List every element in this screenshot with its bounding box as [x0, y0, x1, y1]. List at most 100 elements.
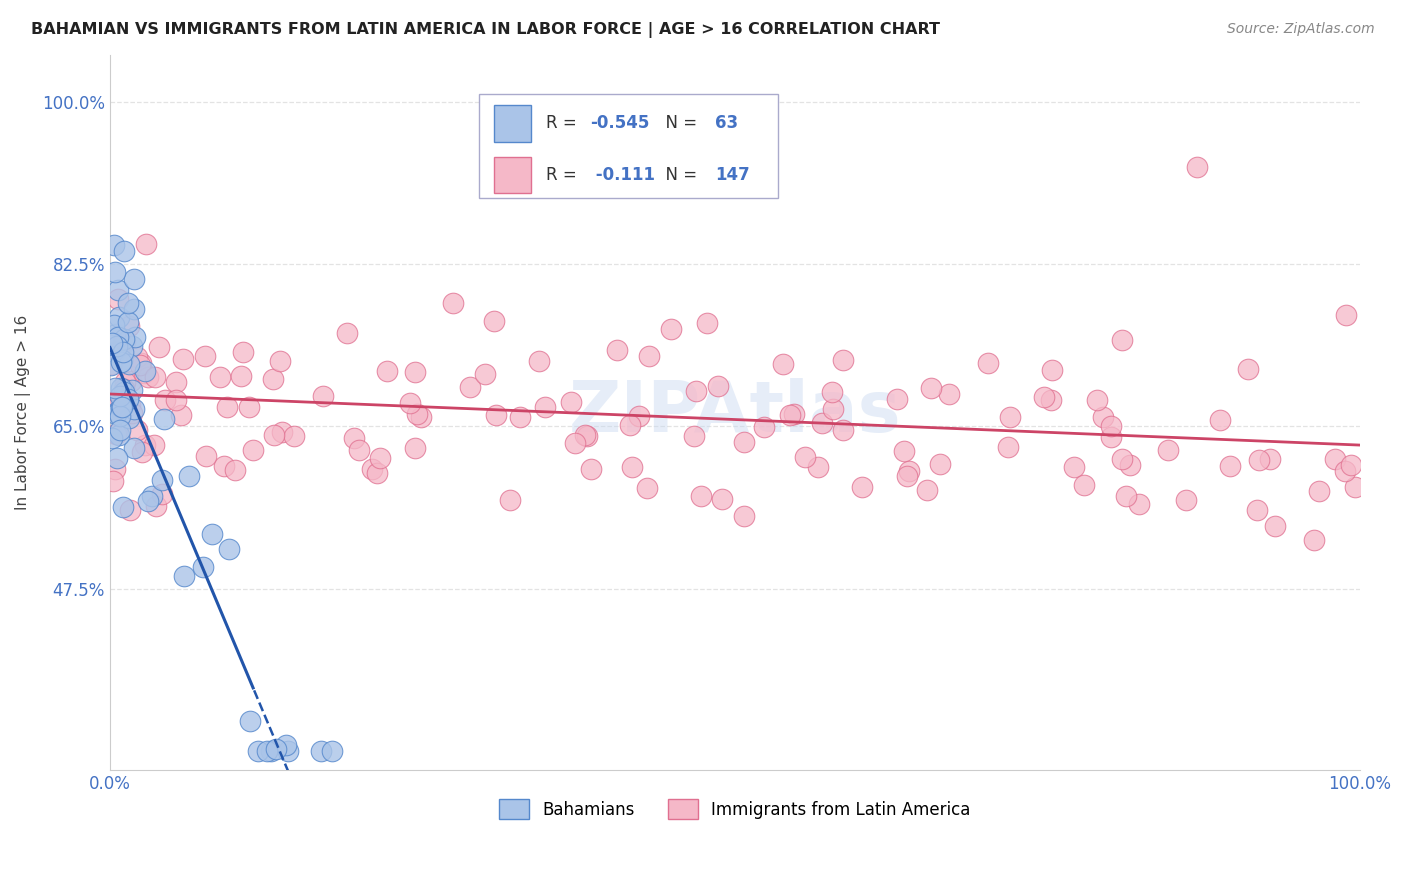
Text: -0.111: -0.111	[589, 166, 655, 185]
Point	[112, 244, 135, 258]
Point	[821, 402, 844, 417]
Point	[1111, 333, 1133, 347]
Point	[575, 429, 598, 443]
Point	[194, 449, 217, 463]
Point	[101, 335, 124, 350]
Point	[564, 436, 586, 450]
Legend: Bahamians, Immigrants from Latin America: Bahamians, Immigrants from Latin America	[492, 792, 977, 826]
Point	[105, 451, 128, 466]
Point	[218, 542, 240, 557]
Point	[696, 316, 718, 330]
Point	[309, 744, 332, 758]
Point	[627, 409, 650, 424]
Point	[1000, 409, 1022, 424]
Point	[148, 340, 170, 354]
Point	[112, 386, 135, 401]
Point	[920, 382, 942, 396]
Point	[406, 407, 429, 421]
Point	[117, 296, 139, 310]
Point	[1099, 418, 1122, 433]
Point	[179, 469, 201, 483]
Point	[929, 457, 952, 471]
Point	[217, 400, 239, 414]
Point	[1099, 429, 1122, 443]
Point	[411, 409, 433, 424]
Point	[172, 351, 194, 366]
Point	[111, 352, 134, 367]
Text: R =: R =	[546, 166, 582, 185]
Point	[1174, 492, 1197, 507]
Text: BAHAMIAN VS IMMIGRANTS FROM LATIN AMERICA IN LABOR FORCE | AGE > 16 CORRELATION : BAHAMIAN VS IMMIGRANTS FROM LATIN AMERIC…	[31, 22, 941, 38]
Point	[104, 382, 127, 396]
Point	[938, 387, 960, 401]
Point	[135, 237, 157, 252]
Point	[118, 503, 141, 517]
Point	[685, 384, 707, 399]
Point	[121, 406, 143, 420]
Point	[136, 493, 159, 508]
Point	[638, 349, 661, 363]
Point	[807, 460, 830, 475]
Text: -0.545: -0.545	[589, 114, 650, 133]
Point	[509, 410, 531, 425]
Point	[581, 461, 603, 475]
Point	[343, 431, 366, 445]
Text: R =: R =	[546, 114, 582, 133]
Point	[1040, 363, 1063, 377]
Point	[134, 364, 156, 378]
Point	[122, 441, 145, 455]
Point	[1185, 160, 1208, 174]
Point	[124, 271, 146, 285]
Point	[104, 265, 127, 279]
Point	[104, 427, 127, 442]
Point	[108, 423, 131, 437]
Point	[886, 392, 908, 406]
Point	[620, 459, 643, 474]
Point	[779, 408, 801, 422]
Point	[122, 302, 145, 317]
Point	[118, 319, 141, 334]
Point	[1258, 452, 1281, 467]
Point	[114, 334, 136, 349]
Point	[1334, 464, 1357, 478]
Point	[170, 408, 193, 422]
Point	[898, 465, 921, 479]
Point	[690, 489, 713, 503]
Point	[256, 744, 278, 758]
Point	[783, 407, 806, 421]
Point	[270, 425, 292, 439]
Point	[101, 357, 124, 371]
Point	[231, 344, 253, 359]
Point	[118, 411, 141, 425]
Point	[153, 393, 176, 408]
Point	[105, 339, 128, 353]
Point	[121, 383, 143, 397]
Point	[484, 313, 506, 327]
Point	[1128, 497, 1150, 511]
Point	[752, 420, 775, 434]
Point	[114, 388, 136, 402]
Point	[274, 738, 297, 752]
Point	[917, 483, 939, 497]
Point	[165, 392, 187, 407]
Point	[112, 385, 135, 400]
Point	[105, 405, 128, 419]
Point	[212, 459, 235, 474]
Point	[246, 744, 269, 758]
Point	[201, 527, 224, 541]
Point	[107, 292, 129, 306]
Point	[706, 379, 728, 393]
Point	[529, 354, 551, 368]
Point	[100, 403, 122, 417]
Point	[110, 409, 132, 424]
Point	[229, 369, 252, 384]
Point	[1246, 502, 1268, 516]
Point	[110, 355, 132, 369]
Point	[150, 473, 173, 487]
Point	[145, 499, 167, 513]
Point	[264, 742, 287, 756]
Point	[360, 461, 382, 475]
Point	[112, 345, 135, 359]
Point	[103, 462, 125, 476]
Point	[366, 466, 388, 480]
